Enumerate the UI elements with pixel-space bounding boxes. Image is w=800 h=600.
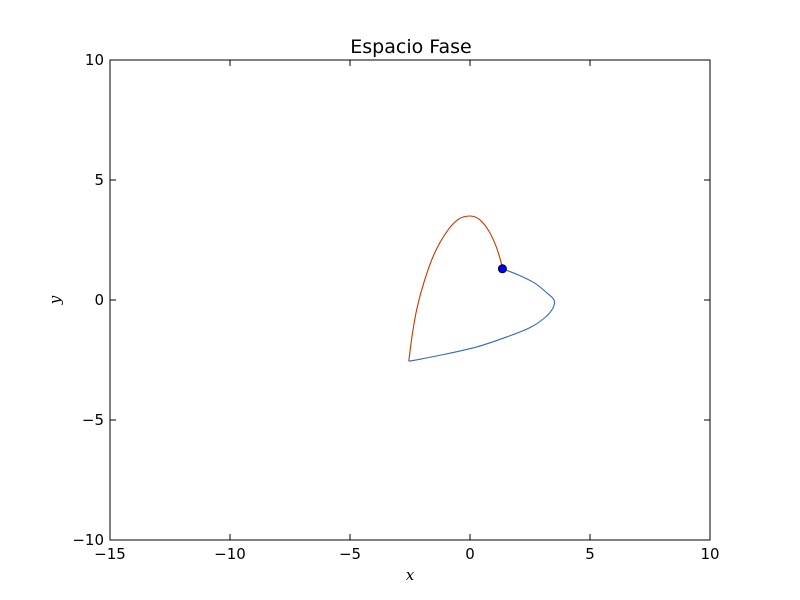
x-tick-label: −5 <box>339 545 361 563</box>
x-tick-label: −10 <box>214 545 246 563</box>
x-axis-label: x <box>406 566 415 584</box>
series-line-2 <box>408 268 556 362</box>
y-tick-label: 10 <box>85 51 104 69</box>
y-tick-label: −10 <box>72 531 104 549</box>
marker-layer <box>497 264 507 274</box>
y-tick-label: −5 <box>82 411 104 429</box>
chart-title: Espacio Fase <box>350 36 471 58</box>
y-axis-label: y <box>46 295 64 305</box>
plot-area <box>109 59 711 541</box>
x-tick-label: −15 <box>94 545 126 563</box>
y-tick-label: 0 <box>94 291 104 309</box>
axis-ticks <box>109 59 711 541</box>
x-tick-label: 0 <box>465 545 475 563</box>
y-tick-label: 5 <box>94 171 104 189</box>
series-layer <box>408 215 556 362</box>
series-line-1 <box>408 215 503 362</box>
x-tick-label: 10 <box>700 545 719 563</box>
current-state-marker <box>497 264 507 274</box>
x-tick-label: 5 <box>585 545 595 563</box>
